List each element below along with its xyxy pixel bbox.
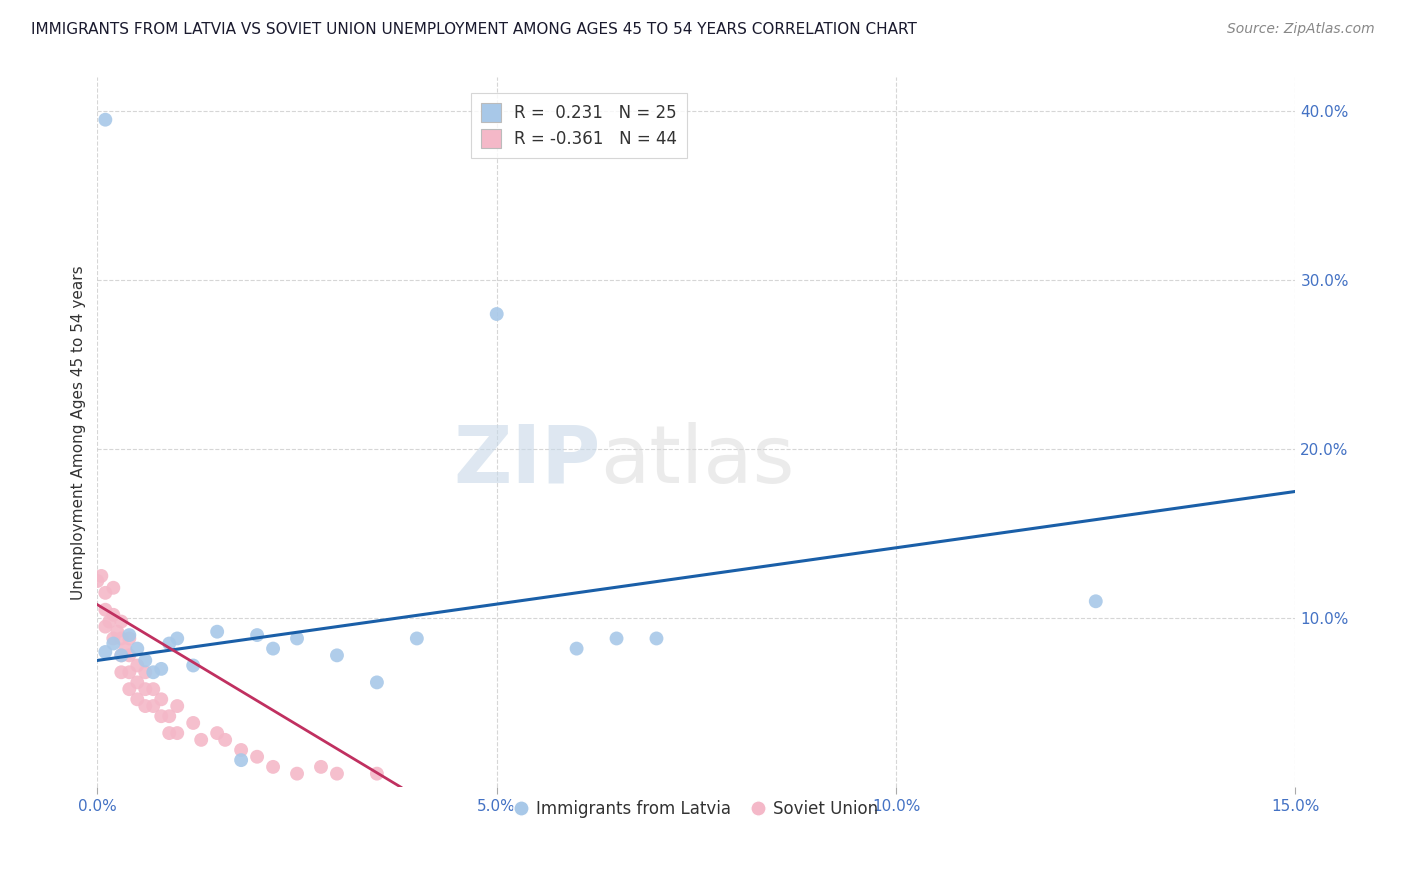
Legend: Immigrants from Latvia, Soviet Union: Immigrants from Latvia, Soviet Union <box>508 794 884 825</box>
Point <box>1084 594 1107 608</box>
Point <box>103 636 125 650</box>
Point <box>94 645 117 659</box>
Point <box>181 658 204 673</box>
Point <box>118 665 141 680</box>
Point <box>150 662 173 676</box>
Point <box>86 574 108 588</box>
Point <box>134 653 156 667</box>
Point <box>606 632 628 646</box>
Point <box>110 615 132 629</box>
Point <box>157 636 180 650</box>
Point <box>94 620 117 634</box>
Point <box>110 665 132 680</box>
Point <box>134 665 156 680</box>
Point <box>142 665 165 680</box>
Point <box>485 307 508 321</box>
Point <box>229 753 252 767</box>
Point <box>110 648 132 663</box>
Point <box>285 632 308 646</box>
Point <box>142 682 165 697</box>
Point <box>262 641 284 656</box>
Point <box>118 632 141 646</box>
Text: Source: ZipAtlas.com: Source: ZipAtlas.com <box>1227 22 1375 37</box>
Point <box>127 692 149 706</box>
Point <box>190 732 212 747</box>
Point <box>110 648 132 663</box>
Point <box>565 641 588 656</box>
Point <box>205 726 228 740</box>
Point <box>90 569 112 583</box>
Point <box>166 726 188 740</box>
Point <box>118 628 141 642</box>
Point <box>246 749 269 764</box>
Point <box>105 624 128 639</box>
Point <box>94 112 117 127</box>
Point <box>98 615 121 629</box>
Point <box>157 709 180 723</box>
Text: atlas: atlas <box>600 422 794 500</box>
Point <box>181 715 204 730</box>
Point <box>166 632 188 646</box>
Point <box>150 709 173 723</box>
Point <box>214 732 236 747</box>
Y-axis label: Unemployment Among Ages 45 to 54 years: Unemployment Among Ages 45 to 54 years <box>72 265 86 599</box>
Point <box>127 641 149 656</box>
Point <box>366 766 388 780</box>
Point <box>285 766 308 780</box>
Point <box>110 632 132 646</box>
Point <box>127 658 149 673</box>
Text: IMMIGRANTS FROM LATVIA VS SOVIET UNION UNEMPLOYMENT AMONG AGES 45 TO 54 YEARS CO: IMMIGRANTS FROM LATVIA VS SOVIET UNION U… <box>31 22 917 37</box>
Point <box>134 699 156 714</box>
Point <box>94 586 117 600</box>
Point <box>246 628 269 642</box>
Point <box>309 760 332 774</box>
Point <box>405 632 427 646</box>
Point <box>114 641 136 656</box>
Point <box>103 632 125 646</box>
Point <box>103 607 125 622</box>
Point <box>134 682 156 697</box>
Point <box>142 699 165 714</box>
Point <box>103 581 125 595</box>
Point <box>157 726 180 740</box>
Point <box>118 682 141 697</box>
Point <box>366 675 388 690</box>
Point <box>229 743 252 757</box>
Point <box>205 624 228 639</box>
Point <box>150 692 173 706</box>
Point <box>94 603 117 617</box>
Point <box>326 766 349 780</box>
Text: ZIP: ZIP <box>453 422 600 500</box>
Point <box>262 760 284 774</box>
Point <box>645 632 668 646</box>
Point <box>326 648 349 663</box>
Point <box>166 699 188 714</box>
Point <box>118 648 141 663</box>
Point <box>127 675 149 690</box>
